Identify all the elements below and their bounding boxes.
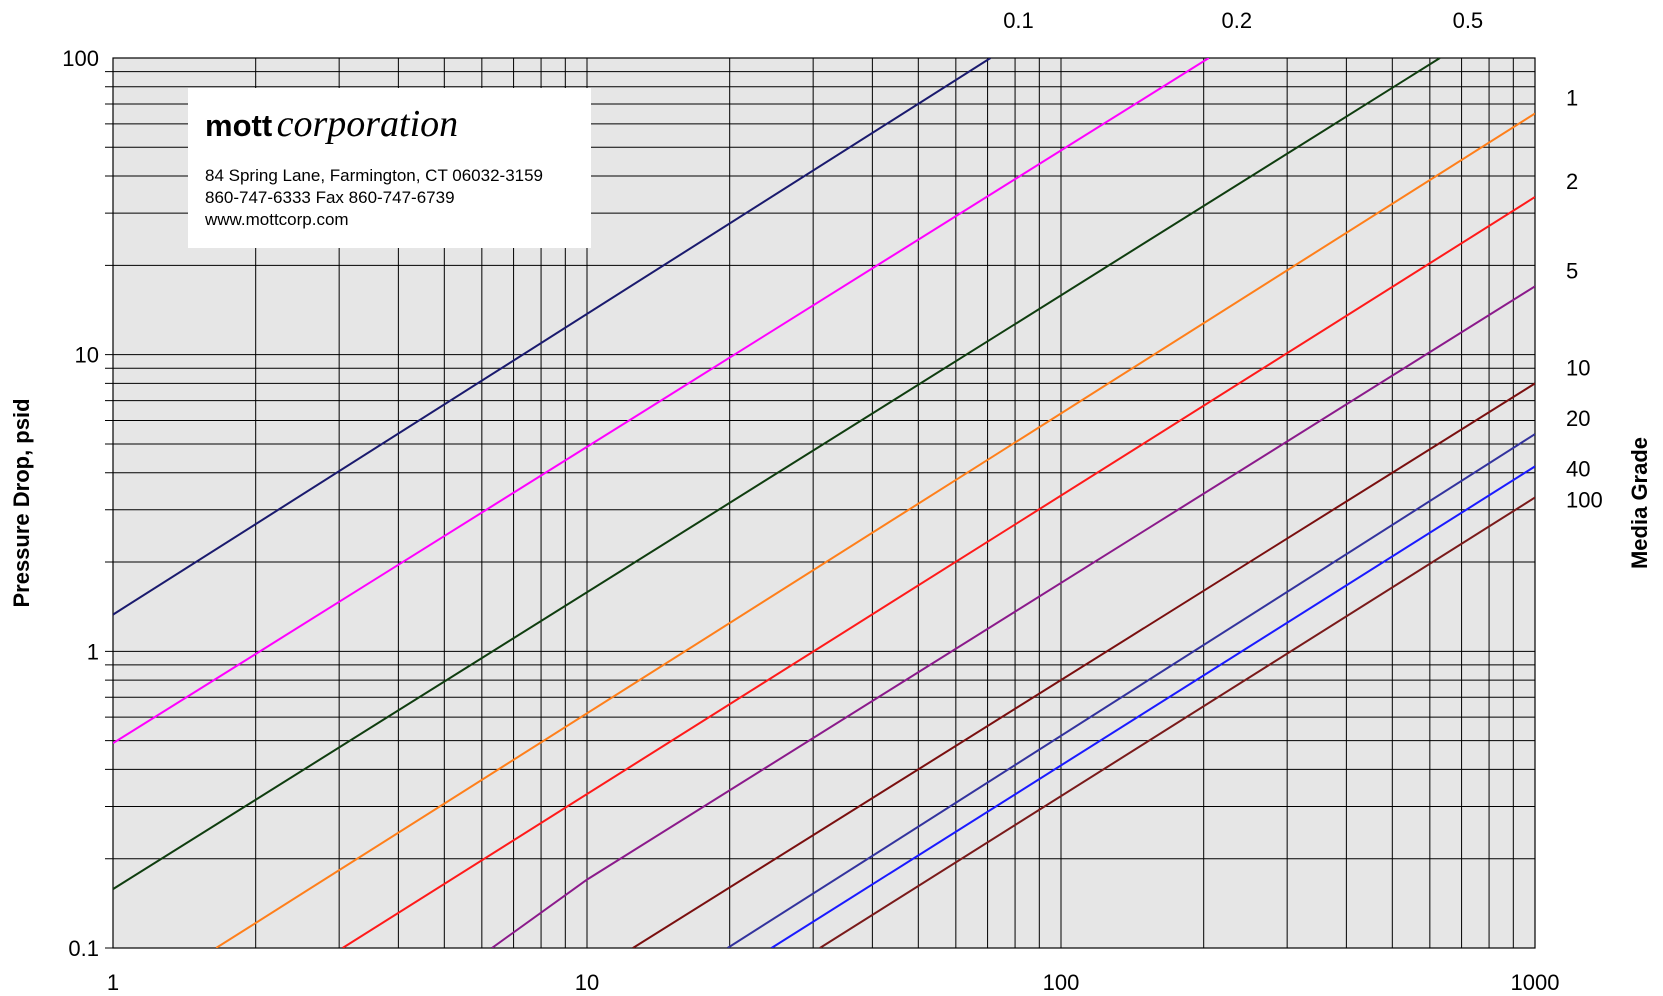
y-tick-label: 1 [87,639,99,664]
series-lines [113,58,1535,948]
y-tick-label: 0.1 [68,936,99,961]
plot-border [112,57,1536,949]
series-line-grade-5 [491,285,1535,948]
tick-labels: 1 10 100 1000 0.1 1 10 100 [62,46,1559,995]
x-tick-label: 10 [575,970,599,995]
x-tick-label: 100 [1043,970,1080,995]
media-grade-label: 100 [1566,488,1603,513]
company-logo: mott corporation [205,102,458,146]
company-phone: 860-747-6333 Fax 860-747-6739 [205,188,455,207]
media-grade-label: 0.2 [1221,8,1252,33]
series-line-grade-0-5 [113,58,1441,890]
company-info-box: mott corporation 84 Spring Lane, Farming… [188,88,591,248]
media-grade-label: 40 [1566,456,1590,481]
series-line-grade-1 [215,112,1535,948]
media-grade-label: 5 [1566,258,1578,283]
company-name-bold: mott [205,108,273,143]
y-axis-label: Pressure Drop, psid [9,398,34,607]
y-tick-label: 100 [62,46,99,71]
media-grade-label: 0.1 [1003,8,1034,33]
company-name-italic: corporation [276,103,459,145]
company-website: www.mottcorp.com [205,210,349,229]
series-line-grade-20 [727,433,1535,948]
series-line-grade-0-2 [113,58,1210,745]
x-tick-label: 1 [107,970,119,995]
series-line-grade-0-1 [113,58,992,616]
x-tick-label: 1000 [1511,970,1560,995]
media-grade-label: 2 [1566,169,1578,194]
series-line-grade-2 [342,196,1535,948]
series-line-grade-40 [770,465,1535,948]
media-grade-label: 1 [1566,86,1578,111]
company-address: 84 Spring Lane, Farmington, CT 06032-315… [205,166,544,185]
y-tick-label: 10 [75,343,99,368]
media-grade-axis-label: Media Grade [1627,437,1652,569]
media-grade-label: 0.5 [1453,8,1484,33]
series-line-grade-100 [819,496,1535,948]
media-grade-label: 10 [1566,355,1590,380]
series-line-grade-10 [632,382,1535,948]
media-grade-labels: 0.1 0.2 0.5 1 2 5 10 20 40 100 [1003,8,1603,513]
media-grade-label: 20 [1566,406,1590,431]
